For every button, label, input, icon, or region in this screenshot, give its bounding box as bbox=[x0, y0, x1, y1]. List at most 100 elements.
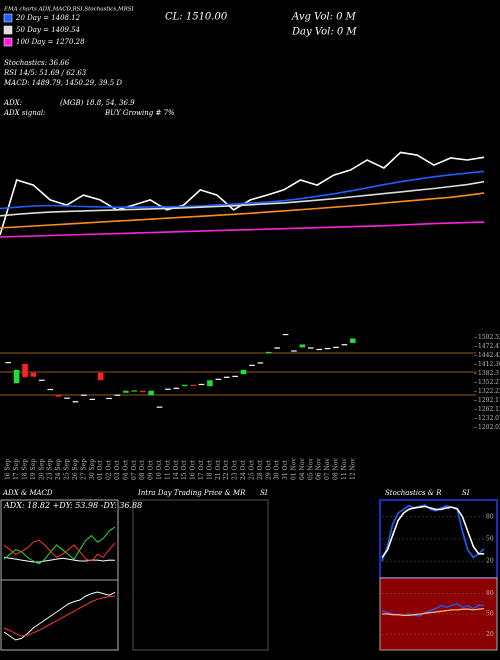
x-tick-label: 15 Oct bbox=[181, 459, 188, 480]
x-tick-label: 25 Oct bbox=[248, 459, 255, 480]
x-tick-label: 17 Oct bbox=[198, 459, 205, 480]
x-tick-label: 30 Oct bbox=[274, 459, 281, 480]
y-tick-label: 80 bbox=[486, 513, 494, 520]
annotation: RSI 14/5: 51.69 / 62.63 bbox=[3, 69, 87, 77]
avg-vol: Avg Vol: 0 M bbox=[291, 12, 357, 23]
x-tick-label: 22 Oct bbox=[223, 459, 230, 480]
candle bbox=[198, 383, 205, 386]
x-tick-label: 18 Oct bbox=[206, 459, 213, 480]
candle bbox=[47, 388, 54, 391]
annotation: ADX: bbox=[3, 99, 22, 107]
day-vol: Day Vol: 0 M bbox=[291, 27, 357, 38]
candle bbox=[97, 372, 104, 381]
annotation: ADX signal: bbox=[3, 109, 45, 117]
intraday-panel bbox=[132, 499, 269, 651]
x-tick-label: 19 Sep bbox=[30, 459, 37, 480]
series-line bbox=[0, 180, 485, 217]
stoch-title-2: SI bbox=[462, 489, 470, 497]
candle bbox=[131, 390, 138, 392]
x-tick-label: 10 Oct bbox=[156, 459, 163, 480]
candle bbox=[249, 364, 255, 366]
x-tick-label: 09 Oct bbox=[148, 459, 155, 480]
x-tick-label: 29 Oct bbox=[265, 459, 272, 480]
candle bbox=[307, 347, 314, 349]
candle bbox=[64, 397, 70, 399]
x-tick-label: 08 Oct bbox=[139, 459, 146, 480]
series-line bbox=[3, 556, 116, 563]
candle bbox=[81, 394, 87, 396]
y-tick-label: 1232.07 bbox=[478, 415, 500, 422]
annotation: (MGB) 18.8, 54, 36.9 bbox=[60, 99, 135, 107]
x-tick-label: 11 Nov bbox=[341, 458, 348, 480]
series-line bbox=[381, 505, 484, 558]
series-line bbox=[0, 192, 485, 229]
x-tick-label: 24 Oct bbox=[240, 459, 247, 480]
candle bbox=[173, 387, 180, 389]
page-title: EMA charts ADX,MACD,RSI,Stochastics,MRSI bbox=[3, 7, 135, 13]
candle bbox=[123, 390, 129, 393]
series-line bbox=[3, 591, 116, 641]
y-tick-label: 50 bbox=[486, 536, 494, 543]
candle bbox=[265, 351, 272, 354]
candle bbox=[299, 344, 306, 348]
y-tick-label: 20 bbox=[486, 558, 494, 565]
x-tick-label: 30 Sep bbox=[89, 459, 96, 480]
candle bbox=[39, 379, 45, 381]
x-tick-label: 28 Oct bbox=[257, 459, 264, 480]
x-tick-label: 16 Oct bbox=[190, 459, 197, 480]
intraday-title-2: SI bbox=[260, 489, 268, 497]
series-line bbox=[0, 221, 485, 238]
y-tick-label: 50 bbox=[486, 611, 494, 618]
candle bbox=[13, 369, 20, 384]
candle bbox=[89, 398, 96, 400]
x-tick-label: 08 Nov bbox=[332, 458, 339, 480]
x-tick-label: 18 Sep bbox=[22, 459, 29, 480]
close-label: CL: 1510.00 bbox=[165, 12, 228, 23]
candle bbox=[257, 362, 264, 364]
candle bbox=[106, 397, 112, 400]
stoch-title: Stochastics & R bbox=[385, 489, 442, 497]
candle bbox=[324, 348, 331, 350]
intraday-title: Intra Day Trading Price & MR bbox=[137, 489, 246, 497]
annotation: MACD: 1489.79, 1450.29, 39.5 D bbox=[3, 79, 122, 87]
legend-swatch bbox=[3, 25, 13, 35]
legend-label: 50 Day = 1409.54 bbox=[16, 26, 80, 34]
x-tick-label: 05 Nov bbox=[307, 458, 314, 480]
adx-panel bbox=[0, 499, 119, 651]
x-tick-label: 24 Sep bbox=[55, 459, 62, 480]
candle bbox=[165, 388, 171, 390]
x-tick-label: 07 Oct bbox=[131, 459, 138, 480]
y-tick-label: 1382.31 bbox=[478, 370, 500, 377]
x-tick-label: 20 Sep bbox=[38, 459, 45, 480]
x-tick-label: 21 Oct bbox=[215, 459, 222, 480]
candle bbox=[291, 350, 297, 352]
y-tick-label: 1262.12 bbox=[478, 406, 500, 413]
y-tick-label: 1292.17 bbox=[478, 397, 500, 404]
candle bbox=[282, 333, 289, 336]
x-tick-label: 04 Oct bbox=[122, 459, 129, 480]
x-tick-label: 01 Nov bbox=[290, 458, 297, 480]
annotation: Stochastics: 36.66 bbox=[4, 59, 70, 67]
candle bbox=[316, 348, 322, 351]
candle bbox=[333, 346, 339, 349]
candle bbox=[72, 401, 79, 403]
x-tick-label: 16 Sep bbox=[5, 459, 12, 480]
legend-label: 100 Day = 1270.28 bbox=[16, 38, 85, 46]
x-tick-label: 14 Oct bbox=[173, 459, 180, 480]
candle bbox=[156, 406, 163, 408]
x-tick-label: 03 Oct bbox=[114, 459, 121, 480]
y-tick-label: 1202.02 bbox=[478, 424, 500, 431]
x-tick-label: 31 Oct bbox=[282, 459, 289, 480]
y-tick-label: 1412.36 bbox=[478, 361, 500, 368]
series-line bbox=[3, 539, 116, 562]
y-tick-label: 1472.47 bbox=[478, 343, 500, 350]
y-tick-label: 1502.53 bbox=[478, 334, 500, 341]
y-tick-label: 1352.27 bbox=[478, 379, 500, 386]
legend-swatch bbox=[3, 13, 13, 23]
x-tick-label: 25 Sep bbox=[64, 459, 71, 480]
x-tick-label: 06 Nov bbox=[316, 458, 323, 480]
y-tick-label: 20 bbox=[486, 631, 494, 638]
x-tick-label: 23 Oct bbox=[232, 459, 239, 480]
y-tick-label: 80 bbox=[486, 590, 494, 597]
